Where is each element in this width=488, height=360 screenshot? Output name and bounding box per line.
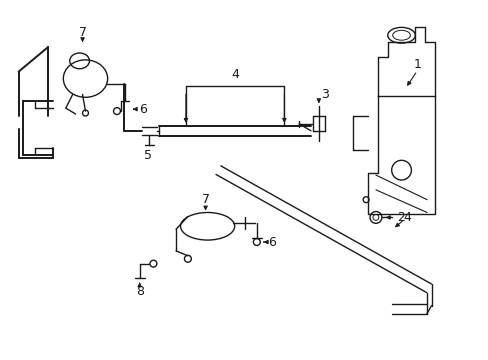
Text: 6: 6	[139, 103, 146, 116]
Text: 4: 4	[231, 68, 239, 81]
Text: 6: 6	[268, 235, 276, 248]
Text: 7: 7	[201, 193, 209, 206]
Text: 5: 5	[143, 149, 151, 162]
Text: 4: 4	[403, 211, 410, 224]
Text: 3: 3	[320, 88, 328, 101]
Text: 8: 8	[135, 285, 143, 298]
Text: 7: 7	[79, 26, 86, 39]
Text: 2: 2	[397, 211, 405, 224]
Text: 1: 1	[412, 58, 420, 71]
